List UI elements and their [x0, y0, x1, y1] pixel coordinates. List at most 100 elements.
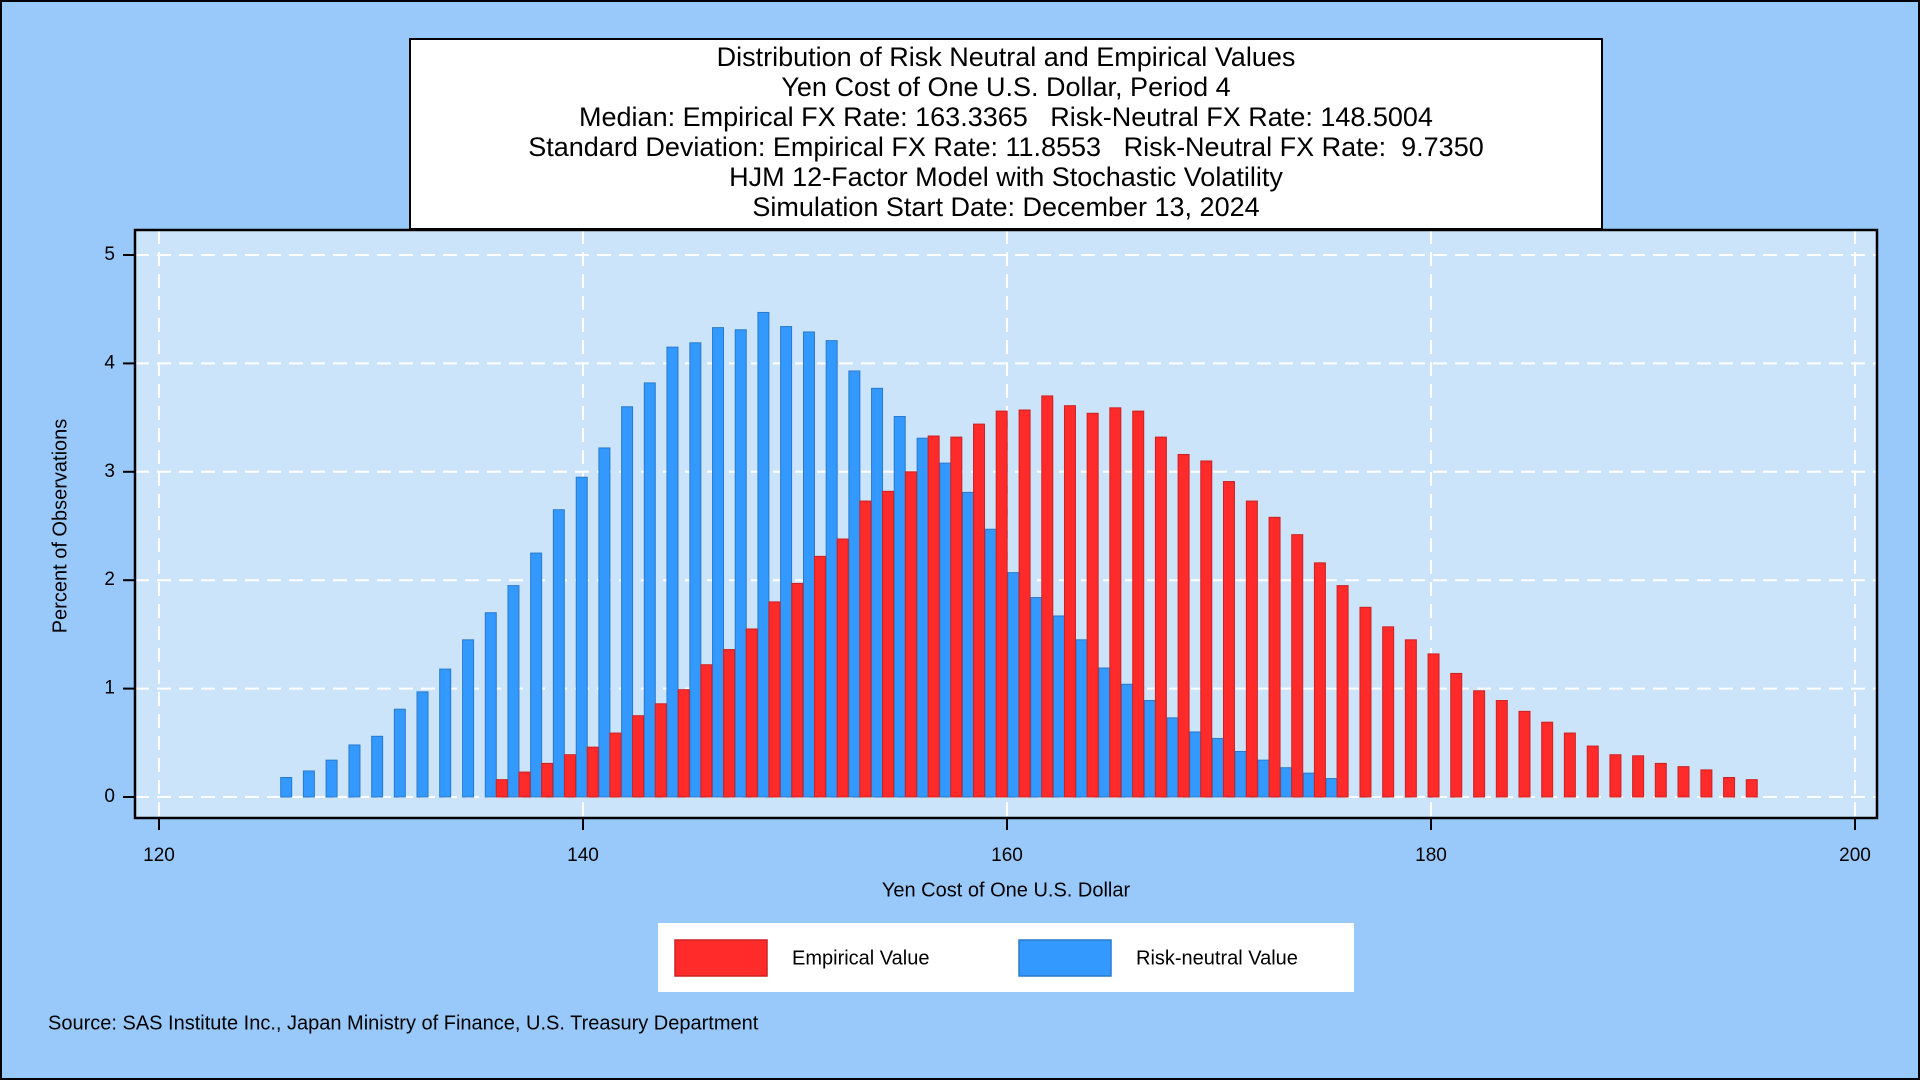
legend-swatch — [1018, 939, 1112, 977]
bar — [689, 342, 702, 798]
bar — [1586, 745, 1599, 798]
bar — [768, 601, 781, 798]
bar — [1030, 597, 1043, 798]
bar — [495, 779, 508, 798]
bar — [712, 327, 725, 798]
bar — [575, 476, 588, 798]
bar — [1143, 700, 1156, 798]
bar — [1302, 772, 1315, 798]
x-tick-label: 120 — [143, 845, 175, 866]
title-box — [409, 38, 1603, 230]
bar — [1234, 750, 1247, 798]
subtitle: Yen Cost of One U.S. Dollar, Period 4 — [781, 72, 1230, 102]
bar — [1052, 615, 1065, 798]
bar — [586, 746, 599, 798]
bar — [734, 329, 747, 798]
y-axis-label: Percent of Observations — [49, 419, 71, 634]
y-tick-label: 0 — [104, 786, 115, 807]
bar — [1154, 436, 1167, 798]
bar — [1018, 409, 1031, 798]
bar — [484, 612, 497, 798]
bar — [1098, 667, 1111, 798]
bar — [1541, 721, 1554, 798]
bar — [1189, 731, 1202, 798]
legend-label: Risk-neutral Value — [1136, 947, 1298, 969]
bar — [950, 436, 963, 798]
bar — [1518, 710, 1531, 798]
bar — [654, 703, 667, 798]
bar — [1654, 762, 1667, 798]
bar — [1313, 562, 1326, 798]
bar — [1404, 639, 1417, 798]
bar — [1632, 755, 1645, 798]
bar — [1382, 626, 1395, 798]
bar — [973, 423, 986, 798]
subtitle: HJM 12-Factor Model with Stochastic Vola… — [729, 162, 1283, 192]
legend-swatch — [674, 939, 768, 977]
chart-title: Distribution of Risk Neutral and Empiric… — [717, 42, 1296, 72]
bar — [325, 759, 338, 798]
bar — [939, 462, 952, 798]
bar — [1495, 700, 1508, 798]
bar — [621, 406, 634, 798]
bar — [780, 326, 793, 798]
bar — [564, 754, 577, 798]
bar — [530, 552, 543, 798]
y-tick-label: 4 — [104, 352, 115, 373]
x-tick-label: 200 — [1839, 845, 1871, 866]
source: Source: SAS Institute Inc., Japan Minist… — [48, 1012, 759, 1034]
bar — [882, 490, 895, 798]
bar — [541, 762, 554, 798]
bar — [1473, 690, 1486, 798]
bar — [416, 691, 429, 798]
bar — [1325, 778, 1338, 798]
bar — [916, 437, 929, 798]
bar — [859, 500, 872, 798]
legend-label: Empirical Value — [792, 947, 929, 969]
bar — [984, 528, 997, 798]
legend-box — [658, 923, 1354, 992]
bar — [1166, 717, 1179, 798]
bar — [1359, 606, 1372, 798]
bar — [1086, 412, 1099, 798]
bar — [1211, 737, 1224, 798]
bar — [1257, 759, 1270, 798]
bar — [1427, 653, 1440, 798]
bar — [507, 585, 520, 798]
bar — [757, 311, 770, 798]
bar — [814, 555, 827, 798]
bar — [371, 735, 384, 798]
bar — [1291, 534, 1304, 798]
bar — [677, 689, 690, 798]
bar — [1041, 395, 1054, 798]
bar — [825, 340, 838, 798]
bar — [1336, 585, 1349, 798]
bar — [1450, 672, 1463, 798]
bar — [280, 776, 293, 798]
bar — [1268, 516, 1281, 798]
bar — [836, 538, 849, 798]
bar — [904, 471, 917, 798]
bar — [745, 628, 758, 798]
bars — [280, 311, 1758, 798]
x-axis-label: Yen Cost of One U.S. Dollar — [882, 879, 1131, 901]
bar — [1200, 460, 1213, 798]
bar — [1723, 776, 1736, 798]
bar — [1677, 766, 1690, 798]
bar — [393, 708, 406, 798]
axes: 0 1 2 3 4 5 120 140 160 180 200 — [104, 244, 1870, 866]
bar — [1700, 769, 1713, 798]
bar — [1075, 639, 1088, 798]
bar — [893, 416, 906, 798]
bar — [666, 346, 679, 798]
bar — [439, 668, 452, 798]
bar — [1109, 407, 1122, 798]
bar — [1609, 754, 1622, 798]
bar — [552, 509, 565, 798]
bar — [518, 771, 531, 798]
bar — [995, 410, 1008, 798]
y-tick-label: 1 — [104, 678, 115, 699]
bar — [632, 715, 645, 798]
bar — [302, 770, 315, 798]
